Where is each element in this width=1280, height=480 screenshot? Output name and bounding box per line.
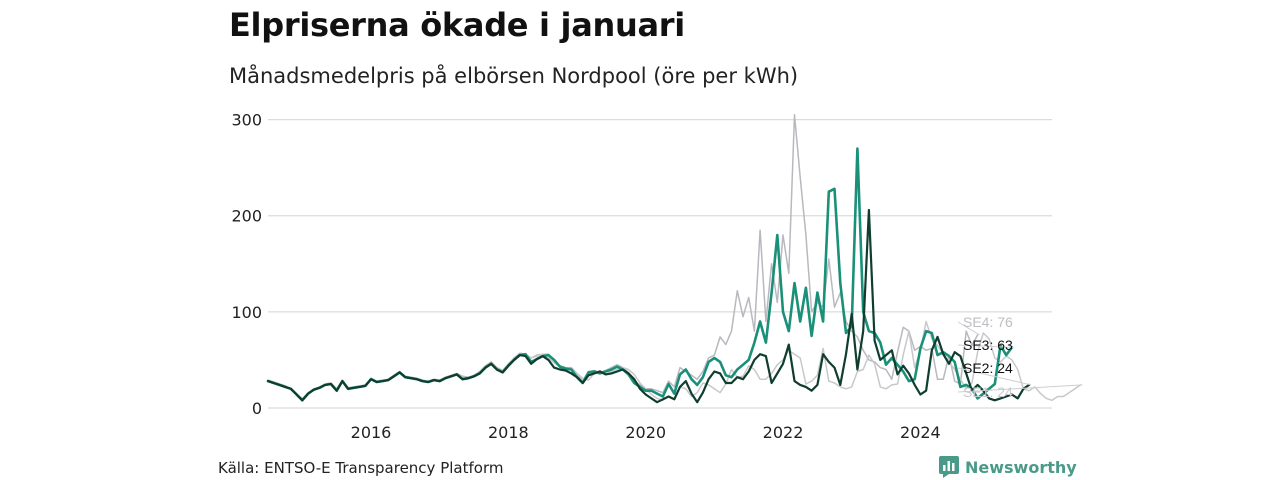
leader-line-se1 [957, 384, 1083, 393]
series-end-label-se4: SE4: 76 [963, 314, 1013, 330]
y-tick-label: 200 [231, 207, 262, 226]
chart-title: Elpriserna ökade i januari [229, 6, 685, 44]
leader-line-se3 [957, 344, 1014, 348]
brand-logo: Newsworthy [939, 456, 1077, 478]
x-axis-ticks: 2016 2018 2020 2022 2024 [351, 423, 941, 442]
series-line-se2 [266, 208, 1031, 404]
series-end-label-se2: SE2: 24 [963, 360, 1013, 376]
y-tick-label: 300 [231, 111, 262, 130]
x-tick-label: 2024 [900, 423, 941, 442]
series-line-se1 [267, 320, 1082, 402]
series-end-label-se3: SE3: 63 [963, 337, 1013, 353]
x-tick-label: 2018 [488, 423, 529, 442]
brand-name: Newsworthy [965, 457, 1077, 477]
series-line-se3 [266, 147, 1014, 402]
bar-chart-icon [939, 456, 959, 478]
series-end-label-se1: SE1: 24 [963, 384, 1013, 400]
y-tick-label: 100 [231, 303, 262, 322]
series-end-labels: SE4: 76 SE3: 63 SE2: 24 SE1: 24 [957, 314, 1083, 400]
source-note: Källa: ENTSO-E Transparency Platform [218, 459, 504, 477]
y-axis-ticks: 0 100 200 300 [231, 111, 262, 418]
y-tick-label: 0 [252, 399, 262, 418]
x-tick-label: 2020 [625, 423, 666, 442]
x-tick-label: 2022 [763, 423, 804, 442]
series-lines [266, 114, 1082, 404]
leader-line-se2 [957, 367, 1032, 386]
leader-line-se4 [957, 321, 980, 336]
x-tick-label: 2016 [351, 423, 392, 442]
chart-subtitle: Månadsmedelpris på elbörsen Nordpool (ör… [229, 64, 799, 88]
gridlines [268, 119, 1052, 409]
